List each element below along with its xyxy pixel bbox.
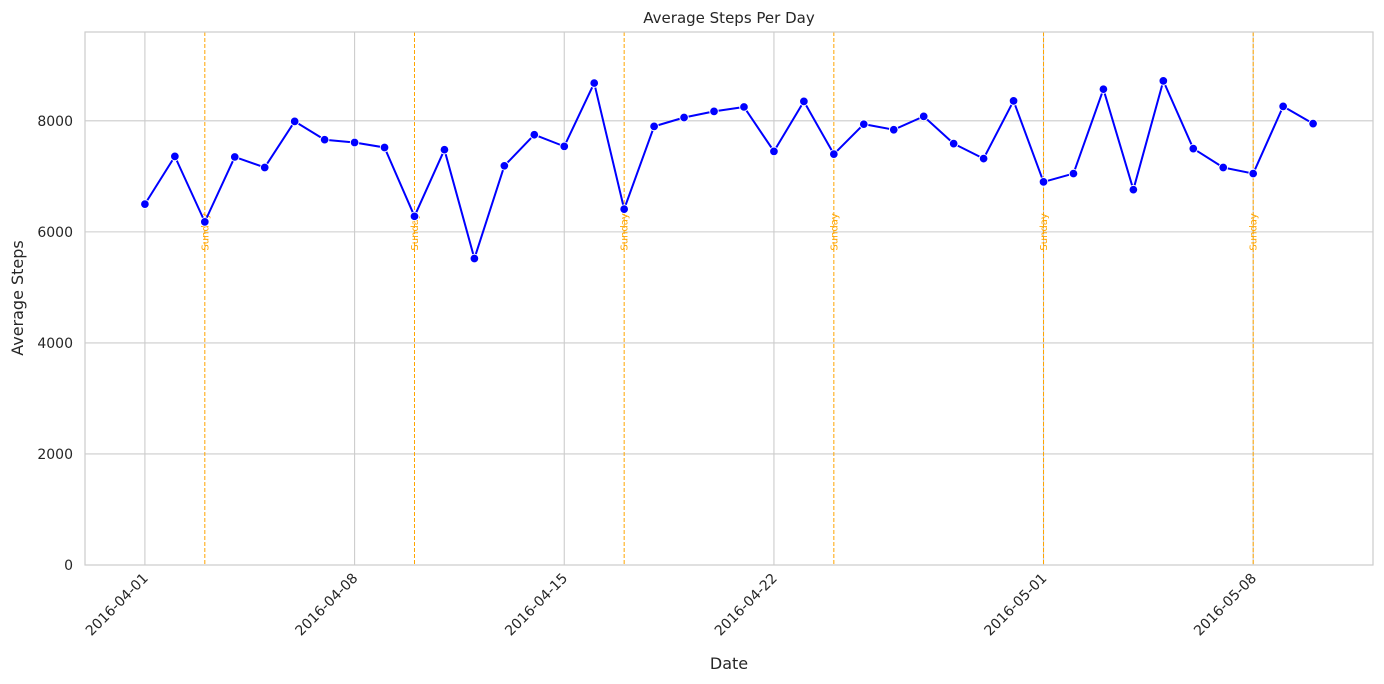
data-point (319, 134, 330, 145)
data-point (948, 138, 959, 149)
data-point (1308, 118, 1318, 129)
data-point (170, 151, 180, 162)
data-point (619, 204, 629, 214)
data-point (200, 217, 210, 227)
data-point (589, 78, 599, 88)
data-point (649, 121, 659, 132)
data-point (709, 106, 719, 117)
x-axis-label: Date (710, 654, 748, 673)
data-point (1098, 84, 1109, 94)
data-point (1278, 101, 1288, 112)
series-group (140, 76, 1318, 264)
data-point (829, 149, 839, 159)
data-point (918, 111, 929, 122)
data-point (140, 199, 150, 209)
data-point (859, 119, 869, 129)
data-point (978, 153, 989, 164)
data-point (1218, 162, 1228, 173)
data-point (739, 102, 749, 112)
data-point (1068, 168, 1079, 179)
data-point (799, 96, 809, 107)
sunday-label: Sunday (410, 213, 421, 250)
y-axis-label: Average Steps (8, 240, 27, 356)
sunday-markers: Sunday Sunday Sunday Sunday Sunday Sunday (200, 32, 1260, 565)
data-point (409, 211, 420, 222)
plot-frame (84, 31, 1374, 566)
data-point (439, 144, 450, 155)
sunday-label: Sunday (1249, 213, 1260, 250)
data-point (1128, 184, 1139, 195)
y-tick-label: 0 (64, 558, 73, 574)
sunday-label: Sunday (200, 213, 211, 250)
series-line (144, 79, 1314, 260)
data-point (679, 112, 689, 123)
data-point (349, 137, 360, 148)
data-point (289, 116, 300, 127)
y-tick-label: 4000 (37, 336, 73, 352)
data-point (469, 253, 480, 264)
data-point (1038, 177, 1049, 187)
data-point (1248, 168, 1258, 179)
data-point (230, 152, 240, 162)
y-axis-ticks: 0 2000 4000 6000 8000 (37, 114, 73, 574)
chart-title: Average Steps Per Day (643, 9, 815, 27)
sunday-label: Sunday (620, 213, 631, 250)
data-point (1188, 143, 1199, 154)
data-point (529, 129, 540, 140)
data-point (559, 141, 570, 152)
y-tick-label: 8000 (37, 114, 73, 130)
data-point (499, 161, 510, 171)
data-point (259, 162, 270, 173)
data-point (888, 124, 899, 135)
sunday-label: Sunday (1039, 213, 1050, 250)
y-tick-label: 6000 (37, 225, 73, 241)
y-tick-label: 2000 (37, 447, 73, 463)
data-point (1158, 76, 1169, 86)
data-point (379, 142, 390, 153)
data-point (769, 146, 779, 157)
sunday-label: Sunday (829, 213, 840, 250)
data-point (1008, 96, 1019, 106)
